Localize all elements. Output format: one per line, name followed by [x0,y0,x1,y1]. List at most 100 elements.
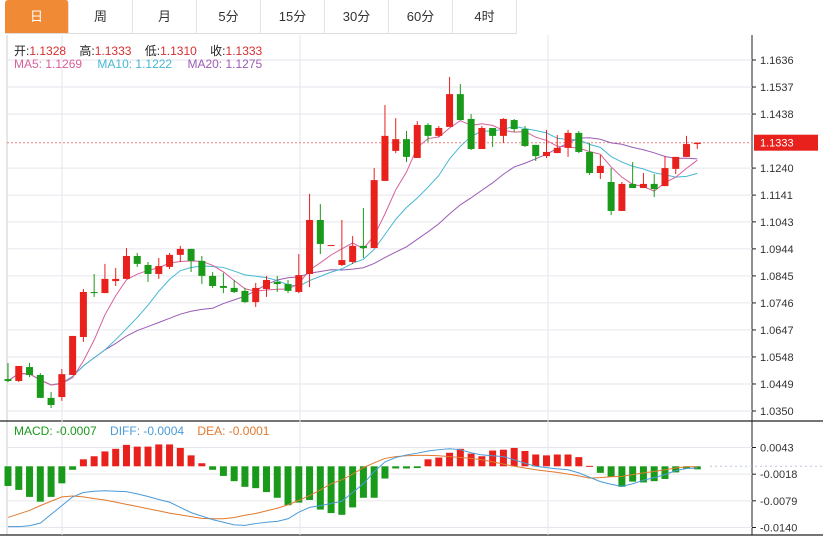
macd-bar-30 [327,466,335,514]
dea-value: DEA: -0.0001 [197,424,270,438]
macd-bar-6 [69,466,77,470]
candle-43 [467,114,475,151]
candle-34 [370,168,378,249]
macd-bar-48 [521,450,529,467]
macd-bar-18 [198,463,206,467]
macd-bar-11 [122,444,130,467]
ma-readout: MA5: 1.1269 MA10: 1.1222 MA20: 1.1275 [14,57,262,71]
candle-body [306,219,314,274]
candle-body [532,144,540,157]
candle-64 [693,142,701,149]
ma5-value: MA5: 1.1269 [14,57,83,71]
macd-bar-46 [499,449,507,467]
candle-9 [101,263,109,294]
candle-body [295,275,303,292]
candle-20 [219,272,227,294]
candle-body [133,255,141,264]
candle-0 [4,362,12,383]
macd-tick-label: -0.0079 [760,496,797,508]
macd-bar-25 [273,466,281,498]
candle-body [198,260,206,276]
macd-bar-53 [575,457,583,467]
macd-bar-15 [166,444,174,467]
macd-bar-43 [467,453,475,467]
candle-body [446,94,454,127]
open-value: 1.1328 [29,44,67,58]
candle-body [166,254,174,267]
macd-bar-37 [402,466,410,469]
candle-17 [187,248,195,273]
candle-body [112,278,120,282]
candle-22 [241,287,249,303]
candle-body [543,151,550,157]
diff-line [8,448,698,528]
candle-26 [284,279,292,294]
low-label: 低: [144,44,161,58]
tab-5[interactable]: 30分 [325,0,389,33]
candle-51 [553,135,561,154]
candle-body [413,124,421,158]
candle-body [596,165,604,173]
dea-line [7,454,698,520]
candle-41 [446,76,454,127]
tab-1[interactable]: 周 [69,0,133,33]
candle-body [402,139,410,157]
candle-body [4,379,12,381]
candle-45 [489,127,497,148]
macd-bar-12 [133,446,141,467]
candle-32 [349,236,357,264]
candle-body [456,94,464,121]
diff-value: DIFF: -0.0004 [110,424,185,438]
tab-0[interactable]: 日 [5,0,69,33]
price-tick-label: 1.1141 [760,190,793,202]
macd-tick-label: -0.0018 [760,469,797,481]
candle-59 [639,172,647,189]
macd-bar-55 [596,466,604,473]
macd-bar-20 [219,466,227,476]
candle-body [262,279,270,289]
current-price-label: 1.1333 [760,138,794,150]
macd-bar-32 [349,466,357,508]
period-tabs: 日周月 5分 15分 30分 60分 4时 [5,0,517,34]
candle-23 [252,282,260,308]
tab-7[interactable]: 4时 [453,0,517,33]
high-label: 高: [79,44,95,58]
candle-38 [413,121,421,158]
candle-body [349,245,357,262]
macd-bar-60 [650,466,658,482]
macd-bar-31 [338,466,346,515]
tab-4[interactable]: 15分 [261,0,325,33]
candle-16 [176,245,184,262]
candle-body [359,245,367,249]
macd-bar-27 [295,466,303,503]
candle-body [499,118,507,136]
macd-bar-13 [144,446,152,467]
macd-bar-8 [90,456,98,467]
candle-body [553,147,561,154]
candle-7 [79,288,87,342]
tab-6[interactable]: 60分 [389,0,453,33]
candle-37 [402,130,410,163]
candle-body [618,183,626,211]
macd-bar-36 [392,466,400,469]
candle-39 [424,123,432,142]
tab-3[interactable]: 5分 [197,0,261,33]
candle-body [489,127,497,136]
macd-bar-3 [36,466,44,502]
candle-60 [650,174,658,198]
candle-3 [36,373,44,398]
candle-31 [338,219,346,267]
candle-body [79,291,87,338]
macd-bar-24 [262,466,270,493]
ma20-line [7,137,698,386]
macd-bar-7 [79,459,87,467]
candle-body [327,245,335,247]
candle-46 [499,118,507,143]
candle-body [478,127,486,149]
tab-2[interactable]: 月 [133,0,197,33]
price-tick-label: 1.1537 [760,82,794,94]
current-price-badge [754,134,818,151]
candle-10 [112,267,120,286]
macd-bar-9 [101,451,109,467]
